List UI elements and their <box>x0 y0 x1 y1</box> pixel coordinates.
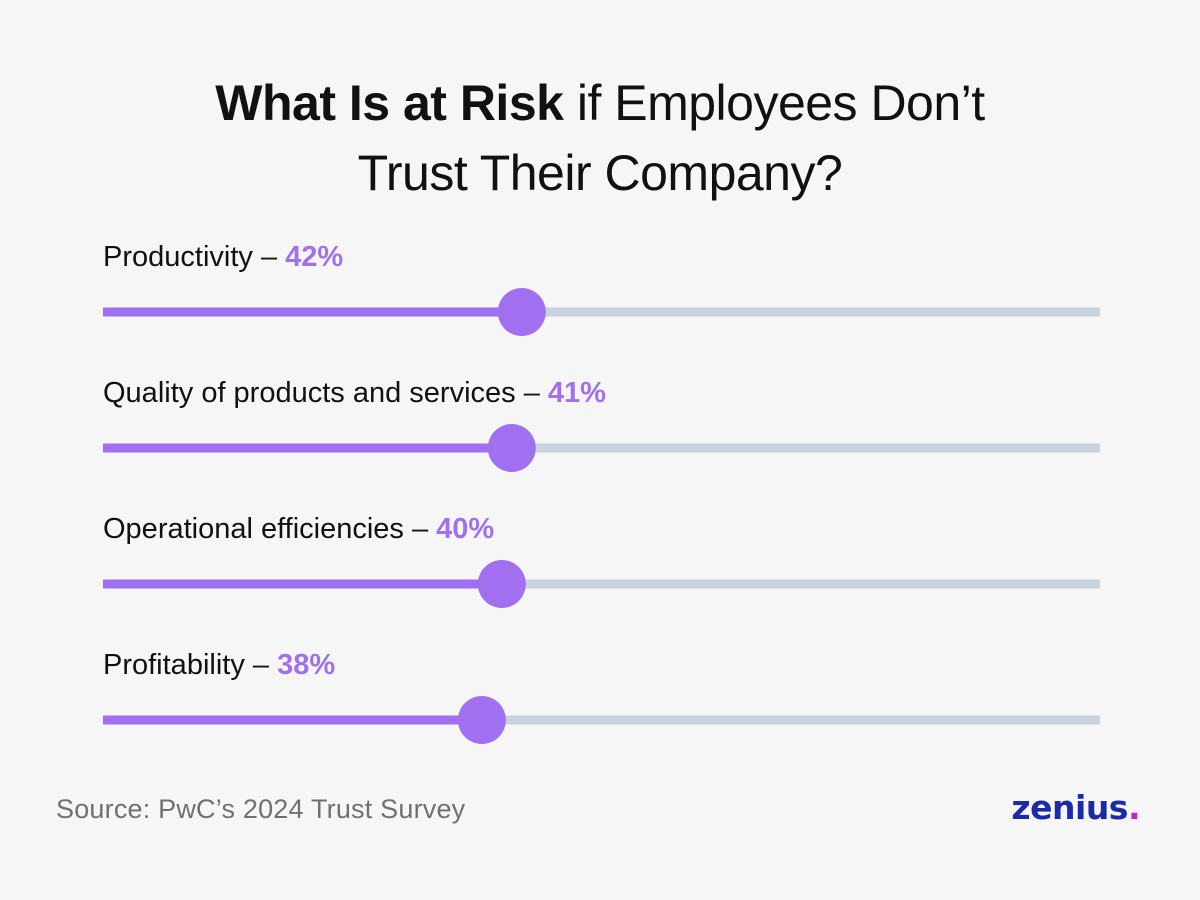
source-note: Source: PwC’s 2024 Trust Survey <box>56 794 466 824</box>
logo-dot: . <box>1127 788 1141 827</box>
title-line1-rest: if Employees Don’t <box>563 75 985 131</box>
bar-row: Quality of products and services – 41% <box>103 377 1100 472</box>
category-name: Profitability <box>103 649 245 681</box>
value-label: 42% <box>285 241 343 273</box>
category-name: Productivity <box>103 241 253 273</box>
label-separator: – <box>253 241 285 273</box>
value-label: 41% <box>548 377 606 409</box>
value-label: 38% <box>277 649 335 681</box>
label-separator: – <box>516 377 548 409</box>
logo-text: zenius <box>1011 788 1128 827</box>
chart-title: What Is at Risk if Employees Don’t Trust… <box>0 68 1200 208</box>
zenius-logo: zenius. <box>1011 788 1140 827</box>
bar-row: Operational efficiencies – 40% <box>103 513 1100 608</box>
bar-knob <box>487 424 536 472</box>
value-label: 40% <box>436 513 494 545</box>
category-name: Quality of products and services <box>103 377 516 409</box>
label-separator: – <box>245 649 277 681</box>
bar-knob <box>477 560 526 608</box>
bar-knob <box>497 288 546 336</box>
category-name: Operational efficiencies <box>103 513 404 545</box>
bar-row: Productivity – 42% <box>103 241 1100 336</box>
label-separator: – <box>404 513 436 545</box>
category-label: Quality of products and services – 41% <box>103 377 606 409</box>
bar-row: Profitability – 38% <box>103 649 1100 744</box>
bar-knob <box>457 696 506 744</box>
category-label: Profitability – 38% <box>103 649 335 681</box>
category-label: Operational efficiencies – 40% <box>103 513 494 545</box>
title-line2: Trust Their Company? <box>357 145 843 201</box>
category-label: Productivity – 42% <box>103 241 343 273</box>
title-bold-part: What Is at Risk <box>215 75 564 131</box>
